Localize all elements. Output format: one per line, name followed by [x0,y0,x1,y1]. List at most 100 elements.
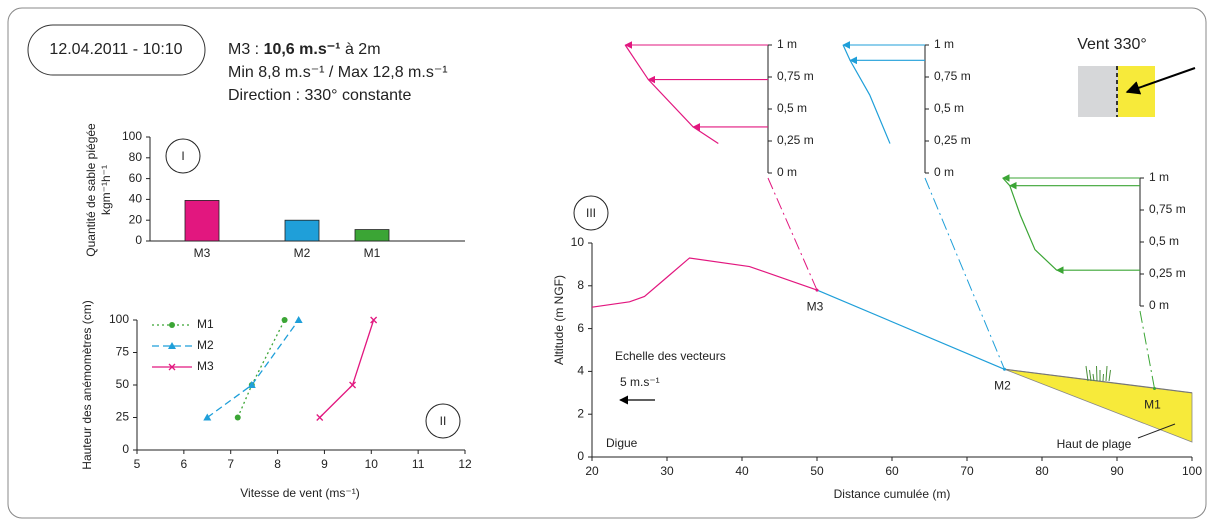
vector-tick-label: 0,5 m [777,101,807,115]
legend-label: M3 [197,359,214,373]
marker [349,381,357,389]
x-tick-label: 12 [458,457,472,471]
grass [1092,373,1095,382]
panel-label: II [440,414,447,428]
station-label: M1 [1144,398,1161,412]
vector-tick-label: 0,5 m [1149,234,1179,248]
scale-title: Echelle des vecteurs [615,349,726,363]
y-tick-label: 0 [577,449,584,463]
station [1003,367,1006,371]
y-tick-label: 10 [571,235,585,249]
land [1078,66,1118,117]
y-axis-label: Quantité de sable piégée [84,123,98,257]
velocity-curve [624,44,719,145]
legend-marker [168,363,176,371]
profile-line [591,257,818,308]
x-tick-label: 20 [585,464,599,478]
x-tick-label: 40 [735,464,749,478]
vector-tick-label: 1 m [1149,170,1169,184]
wind-label: Vent 330° [1077,36,1147,53]
x-tick-label: 5 [134,457,141,471]
velocity-curve [1002,177,1058,271]
category-label: M2 [294,246,311,260]
y-tick-label: 6 [577,321,584,335]
profile-line [816,289,1005,370]
vector-tick-label: 1 m [934,37,954,51]
x-tick-label: 50 [810,464,824,478]
velocity-curve [842,44,891,144]
legend-label: M2 [197,338,214,352]
x-tick-label: 100 [1182,464,1202,478]
y-tick-label: 4 [577,364,584,378]
vector-tick-label: 0,25 m [934,133,971,147]
series-line [319,319,375,418]
y-tick-label: 40 [129,192,143,206]
y-axis-label: Altitude (m NGF) [552,275,566,365]
marker [281,317,288,323]
connector [767,177,818,291]
x-tick-label: 60 [885,464,899,478]
series-line [206,319,300,419]
height: à 2m [341,41,381,58]
scale-label: 5 m.s⁻¹ [620,375,660,389]
panel-circle [573,195,609,231]
y-axis-label: Hauteur des anémomètres (cm) [80,300,94,469]
bar [284,219,320,242]
bar [184,200,220,242]
vector-tick-label: 0,75 m [1149,202,1186,216]
grass [1085,365,1089,382]
vector-tick-label: 0,25 m [777,133,814,147]
y-tick-label: 100 [122,129,142,143]
grass [1102,373,1104,382]
x-tick-label: 90 [1110,464,1124,478]
profile-line [1004,368,1193,394]
panel-label: I [181,149,184,163]
timestamp-box [27,24,206,76]
category-label: M1 [364,246,381,260]
header-line: Direction : 330° constante [228,87,411,104]
beach [1118,66,1155,117]
y-tick-label: 50 [116,377,130,391]
frame [7,7,1207,519]
wind-arrow [1125,67,1196,95]
x-tick-label: 30 [660,464,674,478]
x-tick-label: 70 [960,464,974,478]
panel-circle [425,403,461,439]
leader [1137,423,1176,439]
legend-marker [169,322,175,328]
vector-tick-label: 0 m [1149,298,1169,312]
grass [1096,365,1098,382]
marker [203,413,212,421]
vector-tick-label: 0,25 m [1149,266,1186,280]
y-tick-label: 75 [116,345,130,359]
station: M3 : [228,41,264,58]
vector-tick-label: 1 m [777,37,797,51]
y-tick-label: 20 [129,212,143,226]
station-label: M2 [994,378,1011,392]
bar [354,229,390,242]
grass [1105,365,1108,382]
y-tick-label: 2 [577,406,584,420]
vector-tick-label: 0 m [934,165,954,179]
station-label: M3 [807,299,824,313]
header-line: M3 : 10,6 m.s⁻¹ à 2m [228,41,381,58]
y-tick-label: 80 [129,150,143,164]
x-axis-label: Distance cumulée (m) [834,487,951,501]
x-tick-label: 10 [365,457,379,471]
x-axis-label: Vitesse de vent (ms⁻¹) [240,486,359,500]
vector-tick-label: 0,75 m [777,69,814,83]
y-tick-label: 0 [135,233,142,247]
panel-circle [165,138,201,174]
marker [294,316,303,323]
y-tick-label: 8 [577,278,584,292]
legend-label: M1 [197,317,214,331]
beach-area [1004,368,1193,443]
vector-tick-label: 0,75 m [934,69,971,83]
vector-tick-label: 0,5 m [934,101,964,115]
x-tick-label: 7 [227,457,234,471]
legend-marker [168,342,176,349]
x-tick-label: 11 [412,457,425,471]
x-tick-label: 8 [274,457,281,471]
